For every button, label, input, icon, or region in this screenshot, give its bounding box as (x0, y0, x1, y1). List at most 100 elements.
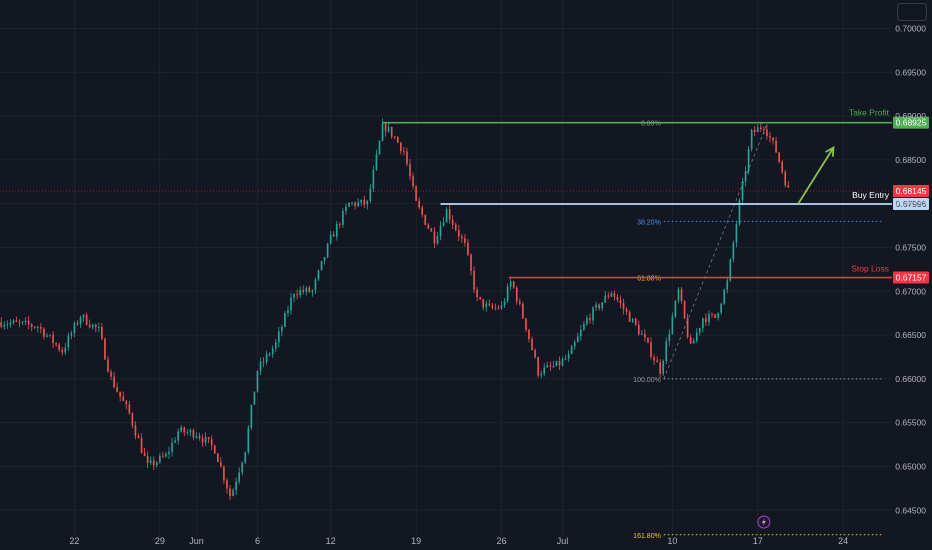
projection-arrow-icon[interactable] (797, 147, 835, 205)
candle-body (107, 359, 109, 372)
candle-body (125, 400, 128, 405)
price-tick-label: 0.67500 (895, 242, 926, 252)
candle-body (253, 391, 256, 405)
current-price-tag[interactable] (893, 184, 929, 197)
candle-body (604, 295, 607, 303)
candle-body (265, 354, 268, 362)
candle-body (570, 346, 573, 354)
candle-body (326, 243, 329, 258)
fib-level-label: 61.80% (637, 276, 661, 283)
candle-body (644, 333, 646, 338)
candle-body (229, 488, 231, 497)
candle-body (238, 472, 240, 482)
candle-body (299, 289, 302, 296)
candle-body (576, 336, 579, 343)
candle-body (335, 224, 338, 237)
projection-arrow-head-icon (825, 146, 835, 157)
candle-body (418, 200, 420, 208)
candle-body (390, 126, 393, 137)
candle-body (210, 439, 213, 446)
time-tick-label: 12 (326, 536, 336, 546)
take-profit-price-tag[interactable] (893, 116, 929, 129)
fib-level-label: 0.00% (641, 121, 661, 128)
candle-body (436, 236, 439, 244)
candle-body (101, 326, 103, 339)
candle-body (680, 289, 683, 301)
candle-body (168, 451, 170, 454)
fib-trend-line[interactable] (663, 122, 768, 380)
candle-body (143, 452, 146, 456)
candle-body (424, 214, 427, 225)
price-tick-label: 0.70000 (895, 23, 926, 33)
candle-body (278, 331, 280, 343)
candle-body (329, 234, 332, 244)
price-axis[interactable]: 0.70000 0.69500 0.69000 0.68500 0.68000 0.675… (895, 23, 926, 515)
candle-body (381, 123, 384, 141)
candle-body (689, 337, 692, 344)
buy-entry-price-tag[interactable] (893, 198, 929, 211)
candle-body (387, 126, 390, 132)
candle-body (546, 365, 549, 368)
candle-body (488, 303, 491, 306)
take-profit-price: 0.68925 (896, 118, 927, 128)
candle-body (781, 161, 784, 173)
candle-body (439, 225, 442, 237)
candle-body (540, 373, 543, 376)
candle-body (320, 260, 323, 271)
candle-body (729, 259, 732, 281)
chart-settings-button[interactable] (897, 3, 927, 21)
candle-body (705, 318, 707, 323)
candle-body (293, 294, 295, 298)
candle-body (512, 281, 515, 288)
candle-body (201, 438, 204, 443)
fib-level-label: 161.80% (633, 533, 661, 540)
candle-body (308, 287, 311, 292)
candle-body (91, 324, 94, 328)
candle-body (244, 452, 247, 463)
candle-body (110, 371, 112, 377)
candle-body (625, 309, 628, 312)
candle-body (149, 460, 152, 463)
candle-body (372, 169, 375, 189)
candle-body (552, 365, 555, 367)
candle-body (131, 413, 134, 426)
candle-body (171, 442, 173, 452)
candle-body (104, 338, 106, 360)
price-tick-label: 0.64500 (895, 505, 926, 515)
time-tick-label: 24 (838, 536, 848, 546)
candle-body (287, 310, 289, 313)
candle-body (515, 287, 518, 302)
price-tick-label: 0.68500 (895, 155, 926, 165)
candle-body (467, 242, 469, 255)
candle-body (637, 324, 640, 335)
candle-body (235, 481, 237, 491)
candle-body (586, 318, 588, 324)
candle-body (601, 302, 604, 309)
grid (0, 0, 892, 537)
trade-levels[interactable]: Take Profit 0.68925 Buy Entry 0.67996 0.6814… (0, 108, 929, 529)
candle-body (522, 303, 524, 319)
time-tick-label: 22 (69, 536, 79, 546)
candle-body (55, 343, 57, 345)
candle-body (180, 427, 183, 432)
candle-body (274, 342, 277, 349)
candle-body (311, 290, 314, 292)
time-axis[interactable]: 22 29 Jun 6 12 19 26 Jul 10 17 24 (69, 536, 848, 546)
candle-body (695, 332, 698, 341)
fib-level-label: 38.20% (637, 219, 661, 226)
stop-loss-price-tag[interactable] (893, 271, 929, 284)
candle-body (650, 342, 652, 358)
candle-body (259, 361, 262, 371)
candle-body (708, 313, 710, 323)
candle-body (27, 320, 30, 325)
time-tick-label: 17 (753, 536, 763, 546)
candle-body (58, 344, 61, 350)
candle-body (412, 176, 414, 187)
candle-body (573, 342, 576, 347)
candle-body (256, 370, 259, 392)
candle-body (33, 326, 36, 328)
candle-body (195, 436, 198, 438)
candle-body (714, 314, 716, 318)
candle-body (396, 137, 399, 143)
